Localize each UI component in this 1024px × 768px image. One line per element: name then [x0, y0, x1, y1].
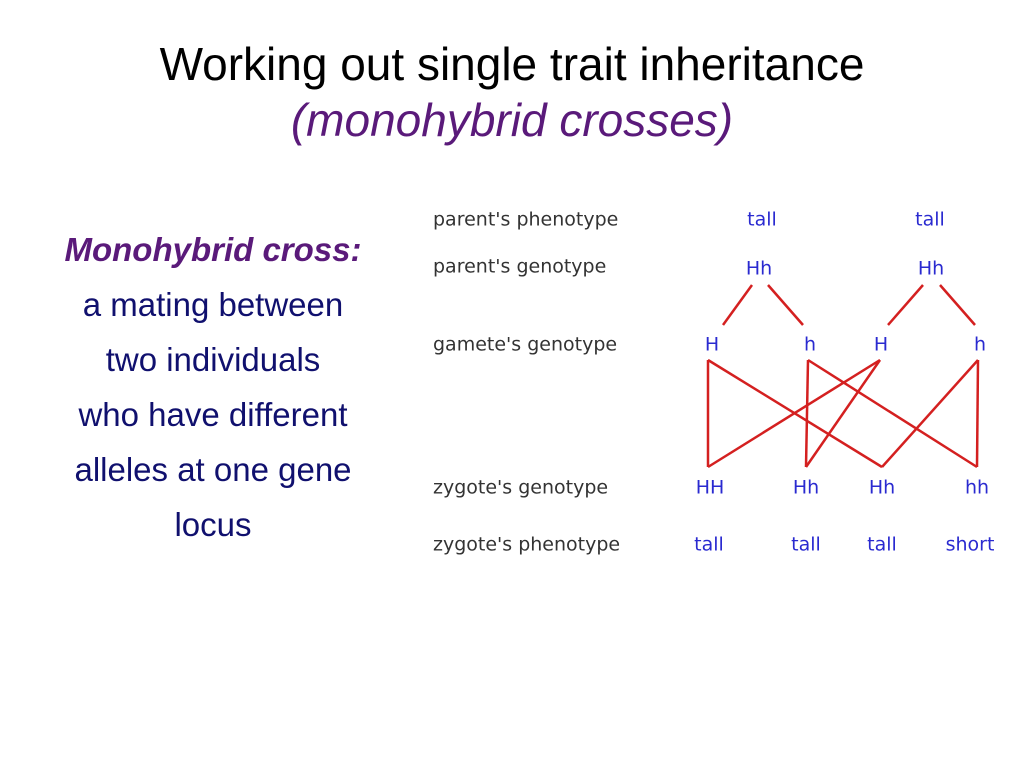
zygote-genotype: HH	[696, 477, 725, 499]
zygote-genotype: Hh	[793, 477, 819, 499]
definition-line: locus	[174, 506, 252, 543]
zygote-phenotype: tall	[694, 534, 724, 556]
gamete: H	[705, 334, 719, 356]
title-block: Working out single trait inheritance (mo…	[0, 36, 1024, 148]
definition-line: two individuals	[105, 341, 321, 378]
row-label: parent's phenotype	[433, 209, 618, 231]
parent-genotype: Hh	[918, 258, 944, 280]
gamete: h	[804, 334, 816, 356]
zygote-phenotype: tall	[867, 534, 897, 556]
parent-genotype: Hh	[746, 258, 772, 280]
definition: Monohybrid cross: a mating between two in…	[20, 222, 406, 552]
title: Working out single trait inheritance	[159, 38, 865, 90]
definition-line: a mating between	[82, 286, 344, 323]
parent-phenotype: tall	[915, 209, 945, 231]
definition-line: who have different	[78, 396, 348, 433]
row-label: zygote's phenotype	[433, 534, 620, 556]
connectors	[706, 284, 980, 469]
parent-phenotype: tall	[747, 209, 777, 231]
definition-line: alleles at one gene	[74, 451, 352, 488]
zygote-phenotype: tall	[791, 534, 821, 556]
row-label: zygote's genotype	[433, 477, 608, 499]
gamete: H	[874, 334, 888, 356]
zygote-genotype: Hh	[869, 477, 895, 499]
row-label: gamete's genotype	[433, 334, 617, 356]
zygote-phenotype: short	[946, 534, 995, 556]
definition-term: Monohybrid cross:	[64, 231, 362, 268]
row-label: parent's genotype	[433, 256, 606, 278]
subtitle: (monohybrid crosses)	[290, 94, 734, 146]
gamete: h	[974, 334, 986, 356]
zygote-genotype: hh	[965, 477, 989, 499]
